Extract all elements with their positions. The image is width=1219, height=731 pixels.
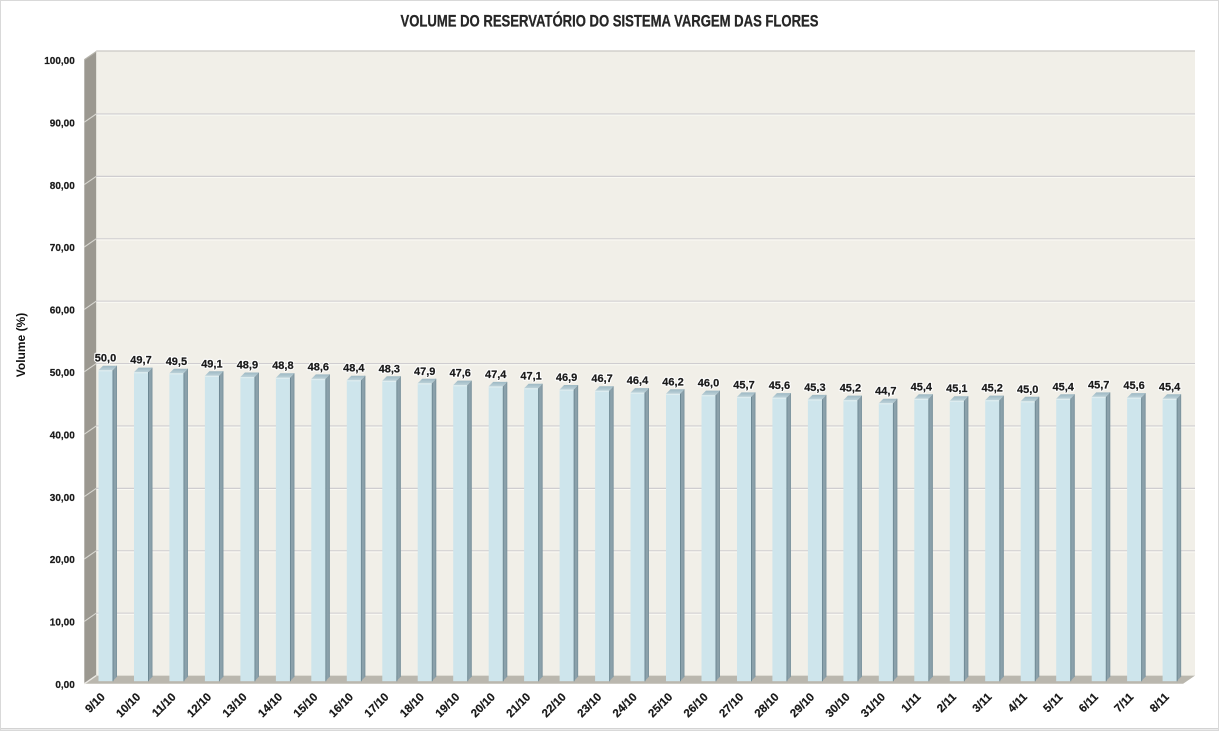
svg-text:46,0: 46,0 [698,378,719,390]
svg-text:46,9: 46,9 [556,372,577,384]
svg-text:45,7: 45,7 [733,379,754,391]
svg-text:47,9: 47,9 [414,366,435,378]
svg-text:48,3: 48,3 [379,363,400,375]
svg-text:47,9: 47,9 [414,366,435,378]
svg-text:48,6: 48,6 [308,361,329,373]
svg-text:47,4: 47,4 [485,369,507,381]
svg-text:44,7: 44,7 [875,386,896,398]
svg-text:48,4: 48,4 [343,363,365,375]
svg-text:47,1: 47,1 [520,371,541,383]
svg-text:49,7: 49,7 [130,355,151,367]
svg-text:47,6: 47,6 [449,368,470,380]
svg-text:100,00: 100,00 [44,56,75,67]
svg-text:45,2: 45,2 [981,383,1002,395]
svg-text:45,4: 45,4 [1052,381,1074,393]
svg-text:45,4: 45,4 [1159,381,1181,393]
svg-text:10,00: 10,00 [50,618,75,629]
svg-text:45,6: 45,6 [1123,380,1144,392]
svg-text:49,1: 49,1 [201,358,222,370]
svg-text:46,4: 46,4 [627,375,649,387]
svg-text:48,9: 48,9 [237,360,258,372]
svg-text:46,9: 46,9 [556,372,577,384]
svg-text:45,2: 45,2 [981,383,1002,395]
svg-text:46,0: 46,0 [698,378,719,390]
svg-text:45,2: 45,2 [840,383,861,395]
svg-text:80,00: 80,00 [50,181,75,192]
svg-text:48,8: 48,8 [272,360,293,372]
svg-text:45,4: 45,4 [911,381,933,393]
svg-text:47,1: 47,1 [520,371,541,383]
svg-text:47,6: 47,6 [449,368,470,380]
svg-text:49,5: 49,5 [166,356,187,368]
svg-text:20,00: 20,00 [50,555,75,566]
svg-text:45,7: 45,7 [733,379,754,391]
svg-text:Volume (%): Volume (%) [14,313,28,377]
svg-text:45,1: 45,1 [946,383,967,395]
svg-text:45,3: 45,3 [804,382,825,394]
svg-text:47,4: 47,4 [485,369,507,381]
svg-text:70,00: 70,00 [50,243,75,254]
svg-text:50,0: 50,0 [95,353,116,365]
svg-text:45,7: 45,7 [1088,379,1109,391]
svg-text:45,7: 45,7 [1088,379,1109,391]
svg-text:45,6: 45,6 [1123,380,1144,392]
svg-text:60,00: 60,00 [50,306,75,317]
svg-text:45,1: 45,1 [946,383,967,395]
svg-text:46,2: 46,2 [662,376,683,388]
svg-text:45,0: 45,0 [1017,384,1038,396]
svg-text:VOLUME DO RESERVATÓRIO DO SIST: VOLUME DO RESERVATÓRIO DO SISTEMA VARGEM… [401,12,819,31]
svg-text:46,7: 46,7 [591,373,612,385]
svg-text:50,0: 50,0 [95,353,116,365]
svg-text:0,00: 0,00 [55,680,75,691]
svg-text:40,00: 40,00 [50,430,75,441]
svg-text:48,8: 48,8 [272,360,293,372]
svg-text:45,0: 45,0 [1017,384,1038,396]
svg-text:48,9: 48,9 [237,360,258,372]
svg-text:49,1: 49,1 [201,358,222,370]
svg-text:49,5: 49,5 [166,356,187,368]
svg-text:45,6: 45,6 [769,380,790,392]
svg-text:49,7: 49,7 [130,355,151,367]
svg-text:45,3: 45,3 [804,382,825,394]
svg-text:48,3: 48,3 [379,363,400,375]
svg-text:46,7: 46,7 [591,373,612,385]
svg-text:90,00: 90,00 [50,118,75,129]
svg-text:30,00: 30,00 [50,493,75,504]
svg-text:46,4: 46,4 [627,375,649,387]
svg-text:45,4: 45,4 [1159,381,1181,393]
svg-text:48,4: 48,4 [343,363,365,375]
svg-text:46,2: 46,2 [662,376,683,388]
svg-text:44,7: 44,7 [875,386,896,398]
svg-text:50,00: 50,00 [50,368,75,379]
svg-text:45,2: 45,2 [840,383,861,395]
svg-text:45,4: 45,4 [1052,381,1074,393]
svg-text:45,6: 45,6 [769,380,790,392]
svg-text:48,6: 48,6 [308,361,329,373]
svg-text:45,4: 45,4 [911,381,933,393]
